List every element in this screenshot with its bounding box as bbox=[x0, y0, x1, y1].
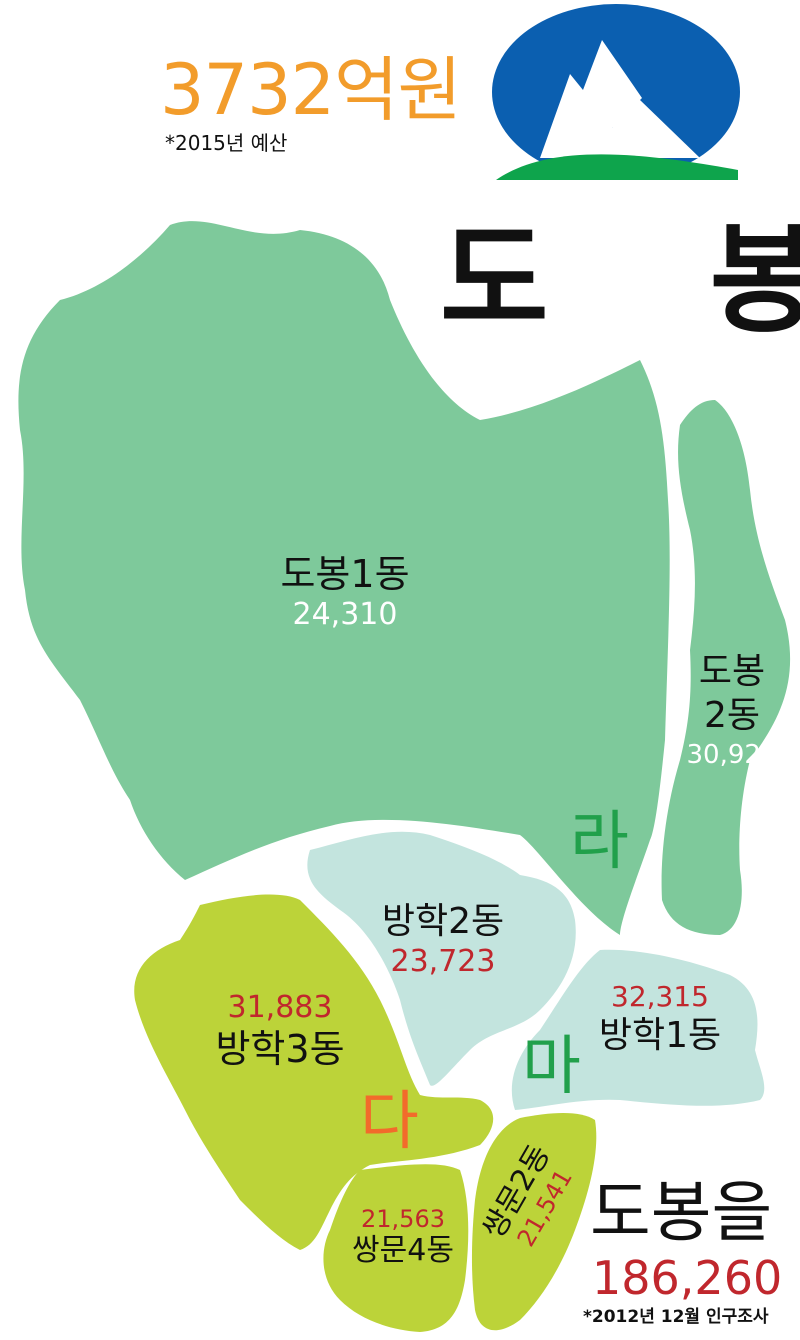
region-banghak3 bbox=[134, 894, 494, 1250]
zone-letter-ra: 라 bbox=[570, 805, 629, 879]
budget-note: *2015년 예산 bbox=[165, 131, 288, 155]
region-label-dobong2: 도봉 2동 30,925 bbox=[672, 650, 792, 772]
region-population: 21,563 bbox=[361, 1205, 445, 1233]
budget-amount: 3732억원 bbox=[160, 49, 462, 131]
region-name-line2: 2동 bbox=[703, 695, 761, 736]
region-label-dobong1: 도봉1동 24,310 bbox=[270, 552, 420, 634]
region-name: 쌍문4동 bbox=[352, 1233, 454, 1268]
region-name: 도봉1동 bbox=[280, 552, 410, 596]
region-dobong1 bbox=[18, 221, 670, 936]
page-title: 도 봉 bbox=[440, 210, 800, 349]
region-banghak2 bbox=[307, 831, 576, 1086]
district-name: 도봉을 bbox=[590, 1174, 773, 1251]
region-ssangmun4 bbox=[323, 1164, 469, 1332]
region-name-line1: 도봉 bbox=[698, 651, 766, 692]
zone-letter-ma: 마 bbox=[522, 1030, 581, 1104]
region-population: 32,315 bbox=[611, 980, 709, 1013]
region-name: 방학2동 bbox=[381, 901, 505, 942]
region-label-banghak3: 31,883 방학3동 bbox=[200, 990, 360, 1072]
region-name: 방학3동 bbox=[215, 1027, 345, 1071]
region-name: 방학1동 bbox=[598, 1015, 722, 1056]
region-label-banghak2: 방학2동 23,723 bbox=[368, 900, 518, 980]
zone-letter-da: 다 bbox=[360, 1085, 419, 1159]
region-banghak1 bbox=[511, 949, 765, 1110]
region-population: 24,310 bbox=[292, 597, 398, 632]
region-ssangmun2 bbox=[471, 1113, 597, 1331]
region-label-ssangmun4: 21,563 쌍문4동 bbox=[333, 1205, 473, 1269]
region-population: 30,925 bbox=[686, 740, 778, 770]
region-dobong2 bbox=[661, 400, 791, 935]
region-population: 23,723 bbox=[390, 944, 496, 979]
mountain-sun-emblem-icon bbox=[492, 4, 740, 180]
district-population: 186,260 bbox=[592, 1251, 783, 1305]
region-population: 31,883 bbox=[227, 990, 333, 1025]
region-label-banghak1: 32,315 방학1동 bbox=[580, 980, 740, 1058]
census-note: *2012년 12월 인구조사 bbox=[583, 1307, 769, 1327]
